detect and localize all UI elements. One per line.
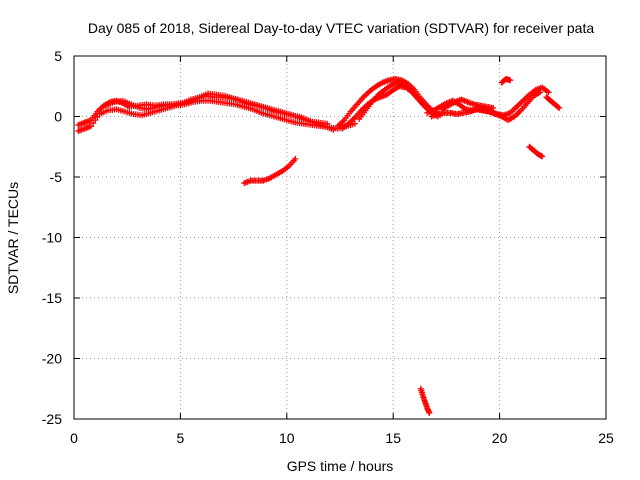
series-trace-m: [526, 143, 546, 160]
x-tick-label: 15: [385, 430, 401, 446]
data-point: [490, 105, 497, 112]
series-trace-c: [102, 90, 331, 127]
data-point: [539, 153, 546, 160]
series-trace-b: [75, 97, 358, 135]
data-point: [556, 105, 563, 112]
chart-title: Day 085 of 2018, Sidereal Day-to-day VTE…: [88, 20, 595, 36]
data-point-interp: [90, 120, 97, 127]
y-tick-label: -10: [42, 230, 62, 246]
data-point-interp: [92, 117, 99, 124]
plot-frame: [73, 55, 607, 420]
data-point: [292, 155, 299, 162]
grid-lines: [74, 56, 606, 419]
series-trace-n: [417, 385, 433, 416]
series-trace-f: [356, 79, 426, 122]
y-tick-label: 0: [54, 109, 62, 125]
series-trace-l: [241, 155, 299, 187]
x-axis-label: GPS time / hours: [287, 458, 394, 474]
y-tick-label: -5: [50, 169, 63, 185]
axis-ticks: 0 5 10 15 20 25 5 0 -5 -10 -15 -20 -25: [42, 48, 614, 446]
series-trace-j: [543, 94, 563, 112]
data-point: [507, 77, 514, 84]
data-point: [426, 409, 433, 416]
series-trace-i: [439, 96, 497, 113]
data-point: [88, 123, 95, 130]
x-tick-label: 0: [70, 430, 78, 446]
x-tick-label: 20: [492, 430, 508, 446]
series-trace-k: [498, 75, 514, 86]
x-tick-label: 10: [279, 430, 295, 446]
data-point-interp: [555, 104, 562, 111]
data-point: [324, 120, 331, 127]
data-point: [545, 89, 552, 96]
y-tick-label: -15: [42, 290, 62, 306]
y-axis-label: SDTVAR / TECUs: [5, 182, 21, 294]
y-tick-label: -25: [42, 411, 62, 427]
x-tick-label: 5: [177, 430, 185, 446]
y-tick-label: 5: [54, 48, 62, 64]
data-point-interp: [94, 114, 101, 121]
data-point: [537, 89, 544, 96]
data-point: [351, 120, 358, 127]
data-point: [419, 101, 426, 108]
y-tick-label: -20: [42, 351, 62, 367]
data-marks: [75, 75, 563, 416]
x-tick-label: 25: [598, 430, 614, 446]
